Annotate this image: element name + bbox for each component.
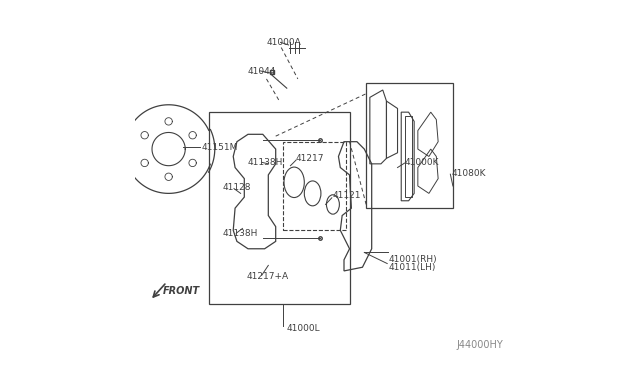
Bar: [366, 83, 453, 208]
Text: 41000A: 41000A: [266, 38, 301, 46]
Text: 41080K: 41080K: [451, 169, 486, 177]
Text: 41121: 41121: [333, 191, 362, 200]
Text: 41044: 41044: [248, 67, 276, 76]
Text: J44000HY: J44000HY: [456, 340, 504, 350]
Text: 41000L: 41000L: [287, 324, 321, 333]
Text: 41138H: 41138H: [248, 157, 284, 167]
Text: 41000K: 41000K: [405, 157, 440, 167]
Text: 41217: 41217: [296, 154, 324, 163]
Text: FRONT: FRONT: [163, 286, 200, 296]
Text: 41217+A: 41217+A: [246, 272, 288, 281]
Text: 41011(LH): 41011(LH): [388, 263, 436, 272]
Text: 41138H: 41138H: [222, 230, 257, 238]
Text: 41128: 41128: [222, 183, 251, 192]
Text: 41001(RH): 41001(RH): [388, 255, 437, 264]
Text: 41151M: 41151M: [202, 143, 238, 152]
